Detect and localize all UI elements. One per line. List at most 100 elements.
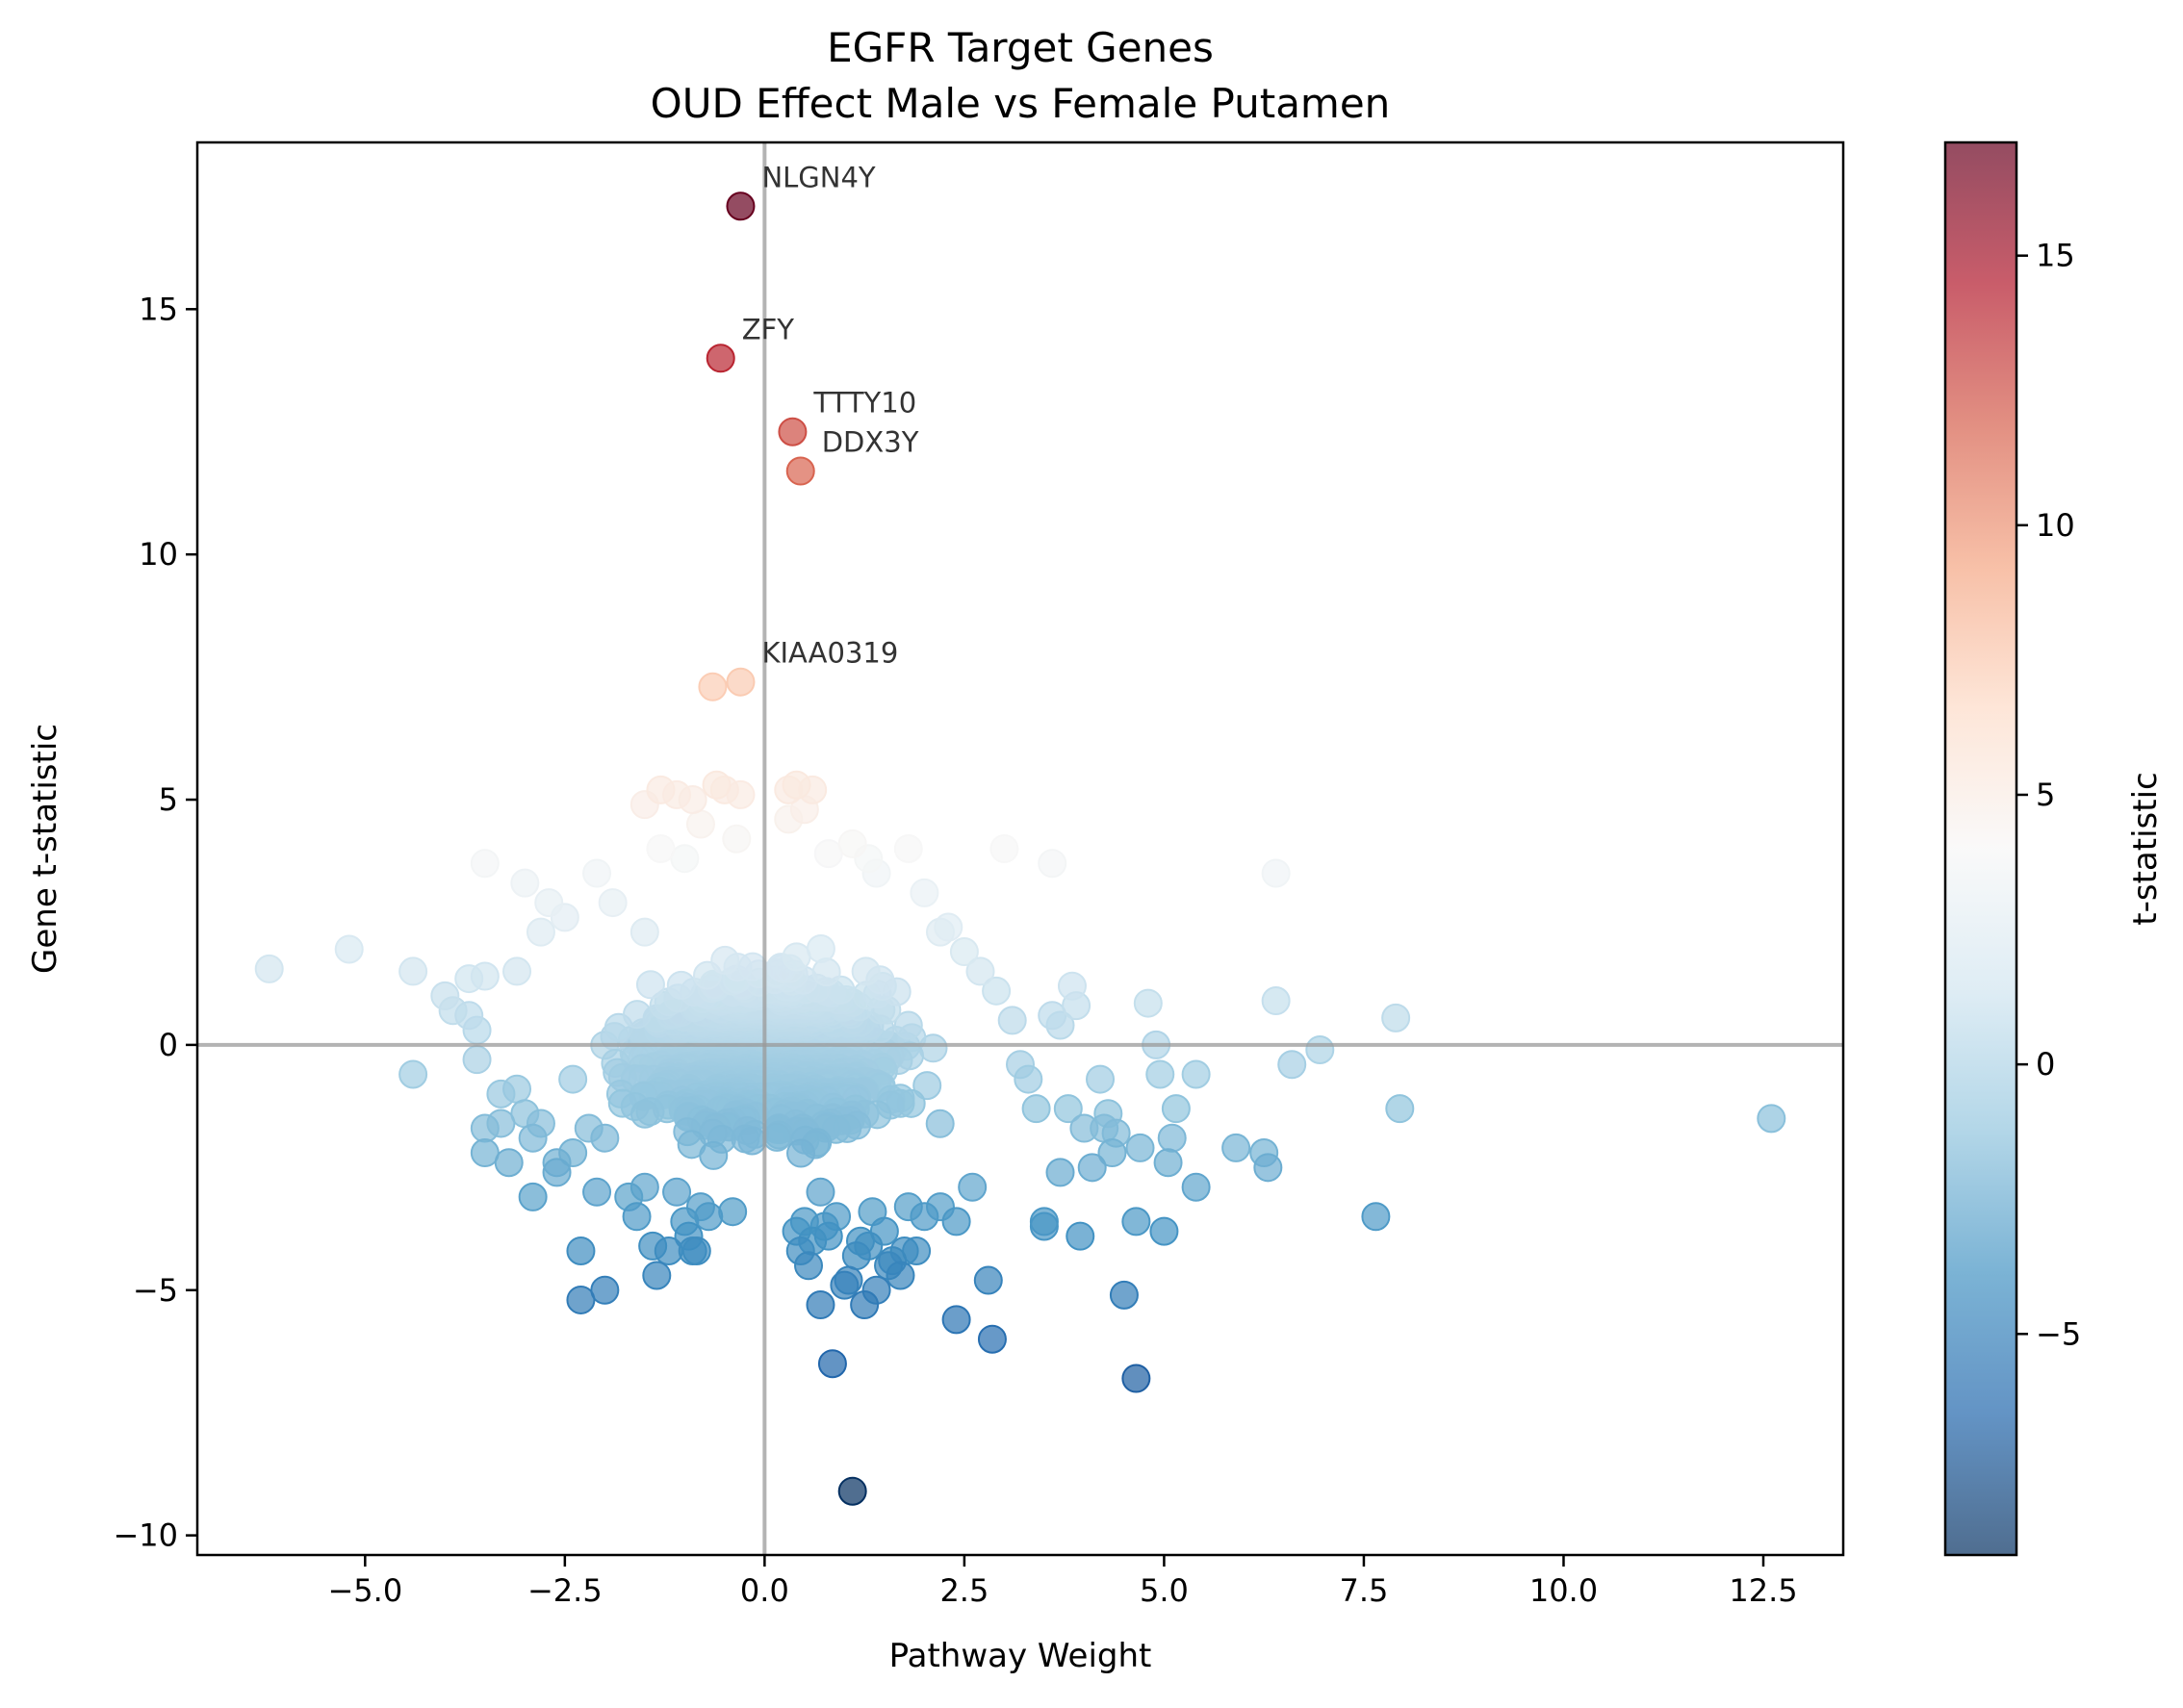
data-point	[1157, 1123, 1187, 1153]
data-point	[1181, 1059, 1211, 1089]
data-point	[694, 1202, 724, 1232]
data-point	[622, 1202, 652, 1232]
y-tick-label: 10	[139, 536, 178, 573]
data-point	[510, 868, 540, 898]
x-axis-ticks: −5.0 −2.5 0.0 2.5 5.0 7.5 10.0 12.5	[327, 1555, 1798, 1609]
data-point	[850, 1290, 880, 1320]
data-point	[702, 770, 732, 800]
data-point	[912, 1071, 942, 1101]
colorbar-tick-label: 10	[2036, 507, 2075, 544]
data-point	[398, 956, 428, 986]
data-point	[886, 1261, 915, 1290]
colorbar-label: t-statistic	[2126, 772, 2165, 925]
data-point	[851, 956, 881, 986]
data-point	[1057, 971, 1087, 1001]
colorbar-tick-label: 0	[2036, 1046, 2055, 1083]
y-axis-ticks: −10 −5 0 5 10 15	[113, 291, 197, 1554]
data-point	[590, 1275, 620, 1305]
data-point	[989, 834, 1019, 863]
x-tick-label: 5.0	[1140, 1572, 1189, 1609]
data-point	[502, 956, 532, 986]
data-point	[590, 1123, 620, 1153]
data-point	[1021, 1094, 1051, 1124]
data-point	[837, 829, 867, 858]
data-point	[398, 1059, 428, 1089]
data-point	[1109, 1280, 1139, 1310]
data-point	[910, 878, 939, 907]
data-point	[654, 1236, 683, 1265]
data-point	[1305, 1034, 1335, 1064]
data-point	[1145, 1059, 1175, 1089]
data-point	[1133, 988, 1163, 1018]
x-tick-label: 7.5	[1339, 1572, 1388, 1609]
data-point	[566, 1285, 596, 1314]
colorbar-tick-label: −5	[2036, 1315, 2081, 1352]
data-point	[494, 1148, 524, 1178]
y-tick-label: 5	[159, 781, 178, 818]
data-point	[965, 956, 995, 986]
data-point	[726, 191, 756, 221]
gene-label: NLGN4Y	[761, 161, 875, 193]
data-point	[646, 834, 676, 863]
data-point	[1038, 849, 1067, 879]
data-point	[662, 1177, 692, 1207]
plot-frame	[195, 140, 1845, 1557]
data-point	[722, 824, 752, 854]
data-point	[794, 1251, 824, 1281]
colorbar-ticks: −5 0 5 10 15	[2016, 238, 2081, 1352]
data-point	[635, 970, 665, 1000]
gene-label: DDX3Y	[822, 426, 919, 459]
data-point	[782, 770, 811, 800]
y-tick-label: −10	[113, 1517, 178, 1554]
gene-label: TTTY10	[812, 387, 916, 420]
data-point	[941, 1305, 971, 1335]
data-point	[841, 1241, 871, 1271]
data-point	[1121, 1364, 1151, 1393]
data-point	[646, 775, 676, 804]
data-point	[718, 1197, 748, 1227]
data-point	[1277, 1050, 1307, 1080]
colorbar	[1943, 140, 2018, 1557]
data-point	[629, 1099, 659, 1129]
data-point	[642, 1261, 672, 1290]
data-point	[806, 933, 835, 963]
data-point	[977, 1324, 1007, 1354]
data-point	[1053, 1094, 1083, 1124]
data-point	[785, 456, 815, 486]
data-point	[1221, 1133, 1251, 1162]
data-point	[1149, 1216, 1179, 1246]
y-tick-label: −5	[133, 1272, 178, 1309]
data-point	[1125, 1133, 1155, 1162]
data-point	[486, 1079, 516, 1109]
data-point	[470, 1113, 500, 1143]
data-point	[941, 1207, 971, 1236]
x-axis-label: Pathway Weight	[889, 1637, 1152, 1675]
data-point	[893, 1010, 923, 1040]
data-point	[622, 1000, 652, 1030]
gene-label: ZFY	[742, 313, 795, 345]
data-point	[1121, 1207, 1151, 1236]
colorbar-tick-label: 15	[2036, 238, 2075, 274]
data-point	[830, 1270, 860, 1300]
data-point	[670, 844, 700, 874]
data-point	[566, 1236, 596, 1265]
data-point	[526, 917, 555, 947]
data-point	[949, 937, 979, 967]
scatter-points	[197, 142, 1843, 1555]
data-point	[893, 834, 923, 863]
data-point	[534, 888, 564, 918]
data-point	[666, 970, 696, 1000]
data-point	[462, 1045, 492, 1075]
data-point	[582, 1177, 612, 1207]
data-point	[997, 1006, 1027, 1035]
data-point	[1381, 1003, 1411, 1032]
data-point	[1077, 1153, 1107, 1183]
data-point	[698, 672, 728, 701]
data-point	[982, 976, 1012, 1006]
data-point	[782, 942, 811, 972]
data-point	[470, 849, 500, 879]
data-point	[1038, 1001, 1067, 1031]
data-point	[1066, 1221, 1095, 1251]
